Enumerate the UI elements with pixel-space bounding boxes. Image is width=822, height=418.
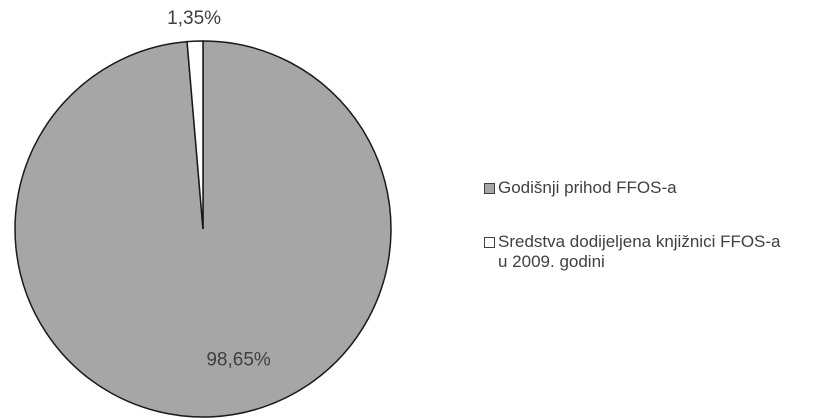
legend-label: Sredstva dodijeljena knjižnici FFOS-a u … [498,232,781,271]
legend-item: Godišnji prihod FFOS-a [484,178,784,198]
legend-swatch [484,237,495,248]
slice-label: 1,35% [167,8,221,29]
pie-slice [186,40,204,230]
slice-label: 98,65% [206,349,271,370]
legend-swatch [484,183,495,194]
legend-label: Godišnji prihod FFOS-a [498,178,677,197]
legend-item: Sredstva dodijeljena knjižnici FFOS-a u … [484,232,784,272]
